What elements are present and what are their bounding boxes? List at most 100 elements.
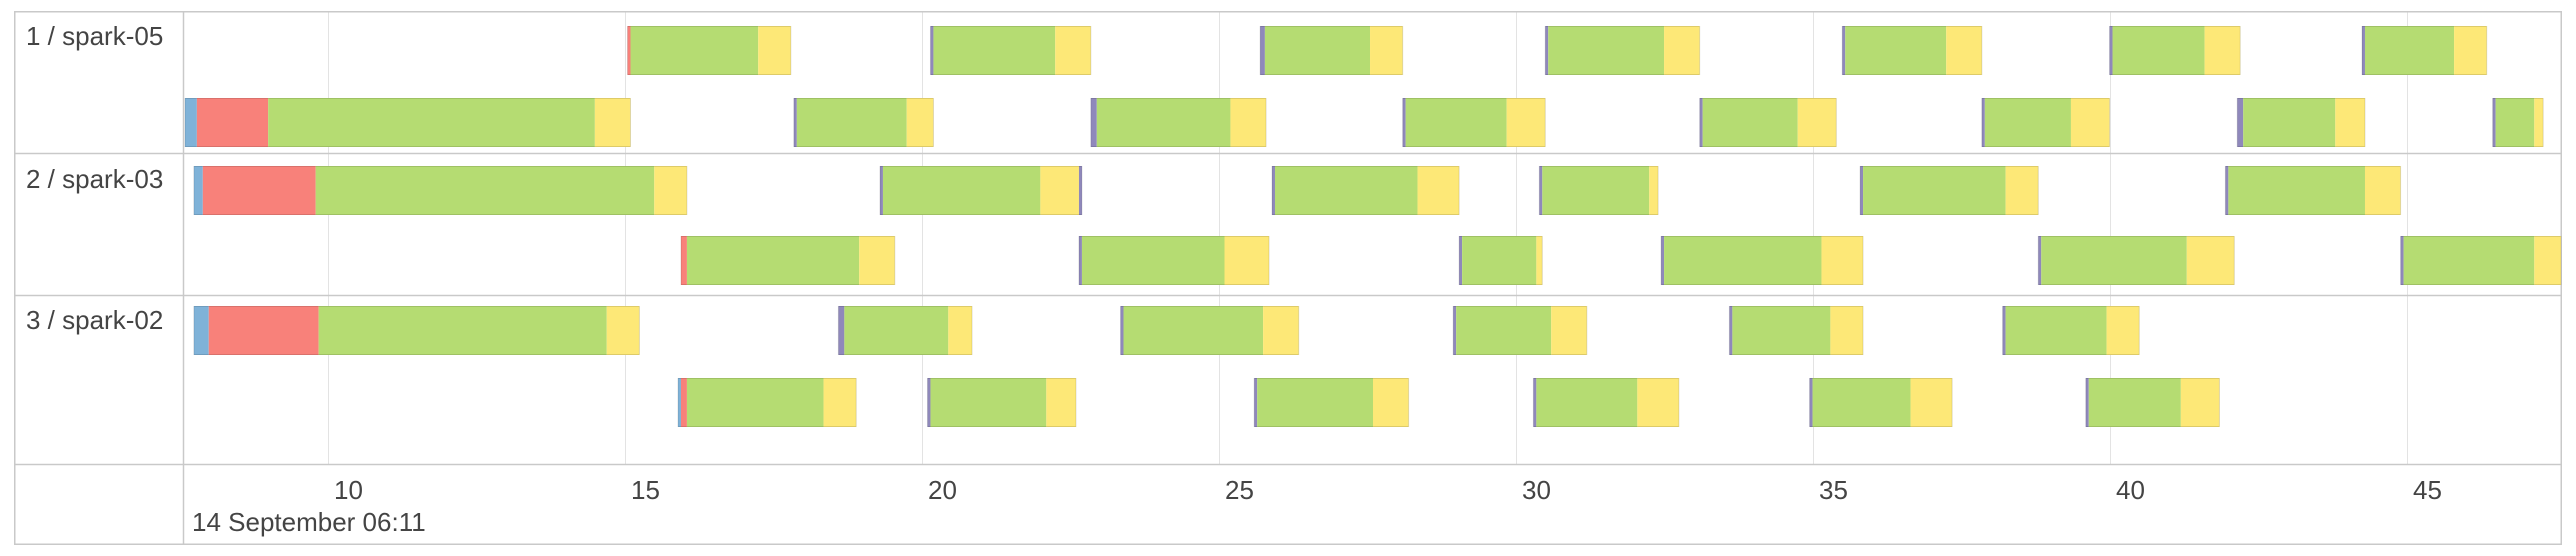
task-segment-green	[1664, 236, 1822, 285]
task-segment-yellow	[2364, 166, 2401, 215]
task-segment-purple	[793, 98, 797, 147]
task-bar-outline	[879, 166, 1083, 215]
task-bar-outline	[1271, 166, 1460, 215]
task-bar-outline	[2085, 378, 2220, 427]
task-segment-yellow	[758, 26, 791, 75]
task-segment-purple	[1453, 306, 1457, 355]
task-bar-outline	[2361, 26, 2488, 75]
task-segment-green	[1096, 98, 1231, 147]
task-segment-purple	[1078, 236, 1082, 285]
task-segment-red	[680, 236, 687, 285]
task-segment-green	[1081, 236, 1225, 285]
task-segment-green	[686, 236, 860, 285]
task-segment-green	[1462, 236, 1537, 285]
task-segment-purple	[1699, 98, 1703, 147]
task-bar-outline	[184, 98, 631, 147]
task-segment-green	[2088, 378, 2181, 427]
task-segment-purple	[1459, 236, 1463, 285]
task-segment-yellow	[1506, 98, 1546, 147]
task-segment-purple	[930, 26, 934, 75]
task-segment-yellow	[1551, 306, 1587, 355]
task-segment-purple	[1545, 26, 1549, 75]
task-segment-yellow	[1821, 236, 1864, 285]
task-segment-purple	[1078, 166, 1082, 215]
task-bar-outline	[837, 306, 973, 355]
task-segment-green	[2243, 98, 2336, 147]
task-segment-yellow	[859, 236, 895, 285]
task-segment-yellow	[654, 166, 687, 215]
row-label-group-2: 2 / spark-03	[26, 164, 164, 194]
task-bar-outline	[2002, 306, 2140, 355]
task-segment-yellow	[948, 306, 973, 355]
task-segment-yellow	[594, 98, 631, 147]
task-segment-green	[2041, 236, 2187, 285]
task-bar-outline	[1259, 26, 1404, 75]
task-segment-green	[1984, 98, 2071, 147]
task-bar-outline	[1728, 306, 1864, 355]
task-bar-outline	[627, 26, 792, 75]
task-bar-outline	[929, 26, 1092, 75]
task-segment-yellow	[2005, 166, 2039, 215]
x-tick-label: 25	[1225, 475, 1254, 505]
x-tick-label: 20	[928, 475, 957, 505]
task-segment-red	[196, 98, 269, 147]
x-tick-label: 45	[2413, 475, 2442, 505]
task-segment-yellow	[2186, 236, 2235, 285]
row-label-group-3: 3 / spark-02	[26, 305, 164, 335]
task-segment-purple	[2085, 378, 2089, 427]
task-segment-yellow	[2454, 26, 2487, 75]
chart-border	[14, 11, 2562, 545]
task-segment-purple	[2109, 26, 2113, 75]
task-bar-outline	[1253, 378, 1410, 427]
task-segment-green	[1845, 26, 1947, 75]
task-segment-yellow	[1046, 378, 1076, 427]
task-segment-purple	[1661, 236, 1665, 285]
task-bar-outline	[1120, 306, 1300, 355]
task-bar-outline	[1981, 98, 2111, 147]
task-segment-green	[1123, 306, 1264, 355]
task-segment-green	[1542, 166, 1650, 215]
task-bar-outline	[1544, 26, 1701, 75]
task-segment-yellow	[1910, 378, 1953, 427]
task-segment-purple	[2237, 98, 2244, 147]
task-segment-yellow	[1637, 378, 1679, 427]
task-segment-green	[1257, 378, 1373, 427]
task-bar-outline	[1841, 26, 1983, 75]
task-segment-green	[315, 166, 655, 215]
task-segment-green	[933, 26, 1056, 75]
x-tick-label: 30	[1522, 475, 1551, 505]
task-segment-red	[202, 166, 316, 215]
task-segment-purple	[1402, 98, 1406, 147]
task-bar-outline	[1452, 306, 1588, 355]
task-segment-purple	[838, 306, 845, 355]
task-segment-yellow	[823, 378, 857, 427]
task-segment-green	[2495, 98, 2535, 147]
task-segment-purple	[1272, 166, 1275, 215]
task-segment-green	[844, 306, 949, 355]
task-segment-purple	[1539, 166, 1543, 215]
timeline-chart: 10 15 20 25 30 35 40 45	[14, 11, 2562, 545]
task-segment-green	[1732, 306, 1831, 355]
task-bar-outline	[680, 236, 896, 285]
task-segment-green	[318, 306, 607, 355]
x-tick-label: 15	[631, 475, 660, 505]
task-segment-purple	[1729, 306, 1733, 355]
task-segment-green	[2228, 166, 2365, 215]
task-segment-yellow	[2180, 378, 2220, 427]
task-segment-yellow	[1536, 236, 1543, 285]
task-segment-yellow	[1417, 166, 1460, 215]
task-segment-red	[680, 378, 687, 427]
task-segment-purple	[1809, 378, 1813, 427]
task-segment-green	[796, 98, 907, 147]
task-bar-outline	[927, 378, 1077, 427]
task-bar-outline	[193, 166, 688, 215]
task-bar-outline	[2492, 98, 2544, 147]
task-segment-purple	[2492, 98, 2496, 147]
task-segment-yellow	[1649, 166, 1659, 215]
task-segment-yellow	[1230, 98, 1267, 147]
task-bar-outline	[193, 306, 640, 355]
task-segment-purple	[2002, 306, 2006, 355]
task-segment-green	[686, 378, 824, 427]
task-bar-outline	[1809, 378, 1953, 427]
task-bar-outline	[1090, 98, 1267, 147]
